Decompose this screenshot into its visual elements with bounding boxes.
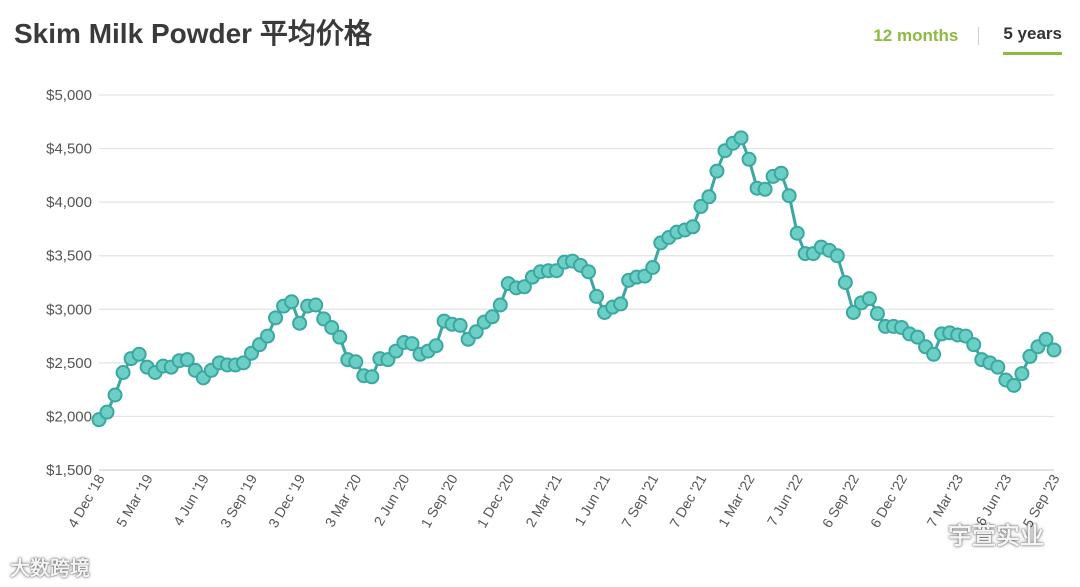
series-line-path (97, 136, 1056, 421)
data-point[interactable] (1046, 342, 1062, 358)
data-point[interactable] (516, 279, 532, 295)
data-point[interactable] (404, 336, 420, 352)
x-tick-label: 7 Dec '21 (666, 471, 709, 530)
data-point[interactable] (235, 355, 251, 371)
data-point[interactable] (284, 294, 300, 310)
y-tick-label: $2,500 (46, 355, 92, 372)
y-axis-ticks: $1,500 $2,000 $2,500 $3,000 $3,500 $4,000 $4,5… (46, 87, 92, 479)
data-point[interactable] (645, 260, 661, 275)
x-tick-label: 7 Jun '22 (764, 471, 806, 528)
data-point[interactable] (613, 296, 629, 312)
data-point[interactable] (484, 309, 500, 325)
data-point[interactable] (179, 352, 195, 368)
y-tick-label: $3,500 (46, 248, 92, 265)
data-point[interactable] (308, 297, 324, 313)
watermark-left: 大数跨境 (10, 558, 90, 580)
x-tick-label: 5 Mar '19 (113, 471, 156, 529)
data-point[interactable] (733, 130, 749, 146)
y-tick-label: $2,000 (46, 408, 92, 425)
data-point[interactable] (1014, 366, 1030, 382)
data-point[interactable] (773, 165, 789, 181)
x-tick-label: 3 Mar '20 (322, 471, 365, 529)
x-tick-label: 2 Mar '21 (522, 471, 565, 529)
y-tick-label: $1,500 (46, 462, 92, 479)
y-tick-label: $4,000 (46, 194, 92, 211)
watermark-right: 宇萱实业 (948, 523, 1044, 550)
data-point[interactable] (107, 387, 123, 403)
data-point[interactable] (789, 225, 805, 241)
data-point[interactable] (926, 346, 942, 362)
data-point[interactable] (837, 275, 853, 290)
x-tick-label: 4 Dec '18 (64, 471, 107, 530)
data-point[interactable] (990, 359, 1006, 375)
data-point[interactable] (966, 337, 982, 353)
series-line (97, 136, 1056, 421)
data-point[interactable] (324, 320, 340, 335)
data-point[interactable] (861, 291, 877, 307)
data-point[interactable] (1038, 331, 1054, 347)
data-point[interactable] (348, 354, 364, 370)
series-points (91, 130, 1062, 428)
data-point[interactable] (131, 346, 147, 362)
x-tick-label: 3 Dec '19 (265, 471, 308, 530)
data-point[interactable] (268, 310, 284, 326)
data-point[interactable] (1022, 348, 1038, 364)
period-tabs: 12 months 5 years (873, 22, 1062, 55)
x-tick-label: 3 Sep '19 (217, 471, 260, 530)
data-point[interactable] (845, 305, 861, 320)
data-point[interactable] (428, 338, 444, 354)
page-title: Skim Milk Powder 平均价格 (14, 18, 372, 49)
data-point[interactable] (869, 306, 885, 322)
data-point[interactable] (452, 317, 468, 333)
y-tick-label: $4,500 (46, 141, 92, 158)
tab-12-months[interactable]: 12 months (873, 25, 959, 45)
data-point[interactable] (332, 329, 348, 345)
x-tick-label: 2 Jun '20 (371, 471, 413, 528)
data-point[interactable] (364, 369, 380, 385)
data-point[interactable] (115, 365, 131, 380)
data-point[interactable] (492, 297, 508, 313)
x-tick-label: 1 Mar '22 (715, 471, 758, 529)
data-point[interactable] (468, 324, 484, 340)
x-tick-label: 6 Dec '22 (867, 471, 910, 530)
x-tick-label: 7 Sep '21 (618, 471, 661, 530)
tab-5-years[interactable]: 5 years (1003, 22, 1062, 55)
data-point[interactable] (99, 404, 115, 420)
data-point[interactable] (757, 181, 773, 197)
data-point[interactable] (685, 219, 701, 235)
grid-lines (99, 94, 1054, 471)
data-point[interactable] (260, 328, 276, 344)
y-tick-label: $5,000 (46, 87, 92, 104)
y-tick-label: $3,000 (46, 301, 92, 318)
data-point[interactable] (589, 288, 605, 304)
data-point[interactable] (1006, 377, 1022, 393)
x-tick-label: 6 Sep '22 (819, 471, 862, 530)
data-point[interactable] (693, 198, 709, 214)
tab-divider (978, 26, 980, 45)
data-point[interactable] (910, 329, 926, 345)
x-tick-label: 1 Jun '21 (571, 471, 613, 528)
data-point[interactable] (709, 163, 725, 179)
x-tick-label: 1 Sep '20 (417, 471, 460, 530)
data-point[interactable] (829, 248, 845, 264)
x-tick-label: 4 Jun '19 (170, 471, 212, 528)
data-point[interactable] (741, 151, 757, 167)
data-point[interactable] (292, 315, 308, 331)
data-point[interactable] (781, 188, 797, 204)
x-tick-label: 1 Dec '20 (474, 471, 517, 530)
data-point[interactable] (581, 264, 597, 280)
data-point[interactable] (701, 189, 717, 205)
x-axis-ticks: 4 Dec '18 5 Mar '19 4 Jun '19 3 Sep '19 3 De… (64, 471, 1062, 530)
